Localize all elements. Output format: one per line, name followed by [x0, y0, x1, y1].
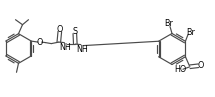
Text: O: O [37, 38, 43, 47]
Text: S: S [72, 27, 77, 36]
Text: NH: NH [76, 45, 88, 54]
Text: O: O [197, 61, 204, 70]
Text: Br: Br [186, 28, 195, 37]
Text: O: O [57, 25, 63, 34]
Text: HO: HO [174, 65, 187, 74]
Text: NH: NH [59, 43, 71, 52]
Text: Br: Br [164, 19, 173, 29]
